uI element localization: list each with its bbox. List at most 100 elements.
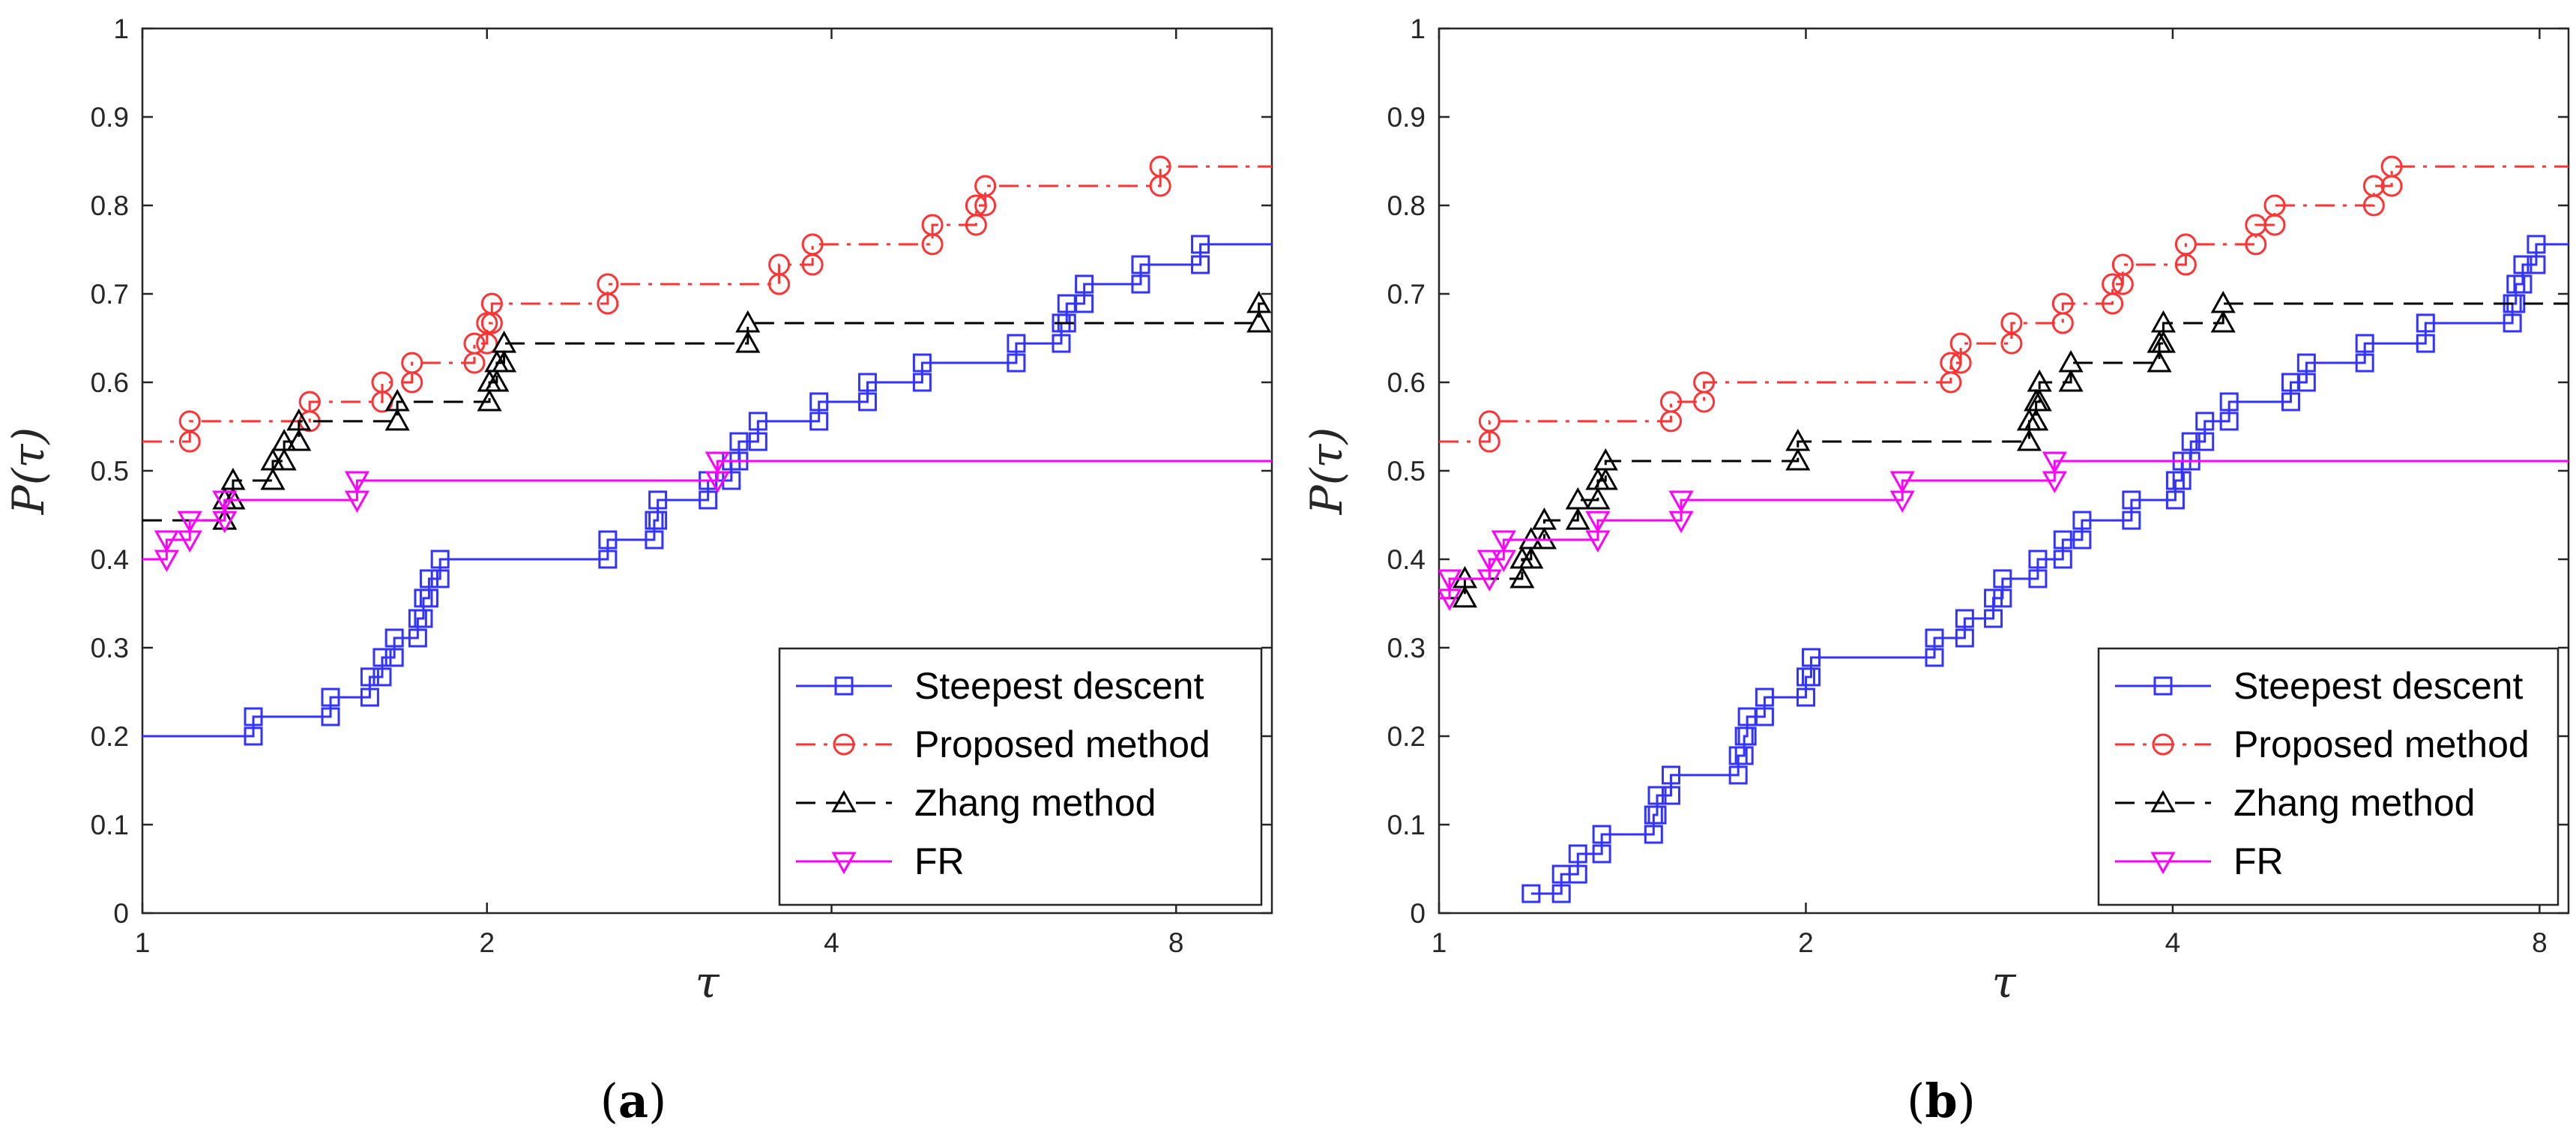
zhang-method-marker-11 [1585,487,1611,510]
steepest-descent-marker-37 [2072,530,2092,550]
proposed-method-marker-14 [2051,292,2074,315]
x-tick-label: 8 [2532,927,2548,958]
zhang-method-marker-11 [384,408,410,431]
steepest-descent-marker-1 [244,726,263,746]
zhang-method-marker-22 [2027,369,2052,392]
steepest-descent-marker-4 [321,687,340,707]
steepest-descent-marker-39 [2122,511,2141,530]
steepest-descent-marker-50 [2219,392,2239,412]
steepest-descent-marker-64 [2513,255,2533,274]
steepest-descent-marker-17 [1737,726,1757,746]
zhang-method-line [1439,302,2569,600]
steepest-descent-marker-20 [598,530,618,550]
chart-panel-a: 0 0.1 0.2 0.3 0.4 0.5 0.6 0.7 0.8 0.9 1 1 2 4 8 τ P(τ) St… [3,13,1273,1008]
steepest-descent-marker-11 [408,628,427,648]
zhang-method-marker-3 [1509,565,1535,588]
steepest-descent-marker-39 [1007,353,1026,373]
legend-label-fr: FR [2233,840,2284,882]
zhang-method-marker-28 [2150,310,2176,333]
steepest-descent-marker-1 [1551,884,1571,903]
y-tick-label: 0.6 [1387,367,1426,398]
proposed-method-marker-20 [801,233,824,256]
fr-marker-10 [705,451,730,475]
caption-a: (a) [600,1074,667,1128]
steepest-descent-marker-21 [645,530,664,550]
legend-label-steepest-descent: Steepest descent [914,665,1204,707]
caption-b: (b) [1907,1074,1976,1128]
zhang-method-marker-17 [2016,428,2042,451]
proposed-method-marker-14 [480,292,503,315]
y-tick-label: 0.2 [91,721,129,752]
y-tick-label: 0.8 [1387,190,1426,221]
steepest-descent-marker-15 [1734,746,1754,765]
proposed-method-marker-10 [1949,332,1972,355]
y-tick-label: 1 [113,13,129,44]
steepest-descent-marker-7 [1644,825,1663,844]
steepest-descent-marker-4 [1568,844,1587,864]
steepest-descent-marker-18 [430,550,450,569]
x-tick-label: 1 [1432,927,1447,958]
x-tick-label: 2 [479,927,495,958]
steepest-descent-marker-65 [2527,255,2546,274]
zhang-method-marker-13 [1593,467,1618,490]
steepest-descent-marker-12 [1661,765,1680,785]
steepest-descent-marker-10 [1647,786,1667,805]
y-tick-label: 0 [113,898,129,929]
y-tick-label: 0.1 [91,810,129,840]
proposed-method-marker-4 [298,391,321,413]
fr-marker-4 [177,511,202,534]
steepest-descent-marker-46 [1075,274,1094,294]
legend-zhang-method-marker-0 [2150,789,2176,813]
legend-label-zhang-method: Zhang method [2233,782,2475,824]
steepest-descent-marker-55 [2355,353,2374,373]
steepest-descent-marker-63 [2513,274,2533,294]
zhang-method-marker-29 [2210,310,2236,333]
zhang-method-marker-17 [491,349,517,373]
zhang-method-marker-15 [484,369,510,392]
x-tick-label: 4 [2165,927,2181,958]
y-tick-label: 0.2 [1387,721,1426,752]
series-fr [142,451,1272,573]
proposed-method-marker-6 [1693,371,1716,394]
steepest-descent-marker-33 [2028,569,2048,588]
zhang-method-marker-1 [1452,585,1478,608]
steepest-descent-marker-32 [748,412,767,431]
legend-label-proposed-method: Proposed method [2233,723,2530,765]
steepest-descent-marker-47 [1131,274,1150,294]
zhang-method-marker-22 [1246,290,1272,313]
y-tick-label: 0.1 [1387,810,1426,840]
x-axis-label: τ [695,957,720,1008]
proposed-method-marker-4 [1659,391,1682,413]
steepest-descent-marker-5 [360,687,379,707]
zhang-method-marker-23 [2058,369,2084,392]
x-tick-label: 8 [1168,927,1184,958]
legend-proposed-method-marker-0 [2152,733,2174,756]
zhang-method-marker-24 [2058,349,2084,373]
fr-marker-2 [154,530,179,553]
fr-marker-8 [344,471,369,494]
fr-marker-6 [1491,530,1516,553]
steepest-descent-marker-2 [244,707,263,726]
steepest-descent-marker-11 [1661,786,1680,805]
steepest-descent-marker-34 [809,392,829,412]
steepest-descent-marker-23 [648,511,668,530]
series-layer [142,155,1272,746]
steepest-descent-marker-66 [2527,235,2546,254]
steepest-descent-marker-10 [384,628,404,648]
proposed-method-marker-16 [2102,273,2124,295]
steepest-descent-marker-43 [2172,471,2192,490]
zhang-method-marker-27 [2150,331,2176,353]
steepest-descent-line [1530,243,2569,895]
steepest-descent-marker-17 [430,569,450,588]
zhang-method-marker-10 [286,408,312,431]
y-tick-label: 0.4 [1387,544,1426,575]
zhang-method-marker-21 [2027,388,2052,412]
steepest-descent-marker-19 [598,550,618,569]
legend-label-steepest-descent: Steepest descent [2233,665,2523,707]
legend-steepest-descent-marker-0 [834,676,854,696]
steepest-descent-marker-34 [2028,550,2048,569]
y-axis-label: P(τ) [1301,427,1352,515]
steepest-descent-marker-49 [1191,255,1210,274]
steepest-descent-marker-36 [2053,530,2072,550]
steepest-descent-marker-58 [2416,313,2435,333]
